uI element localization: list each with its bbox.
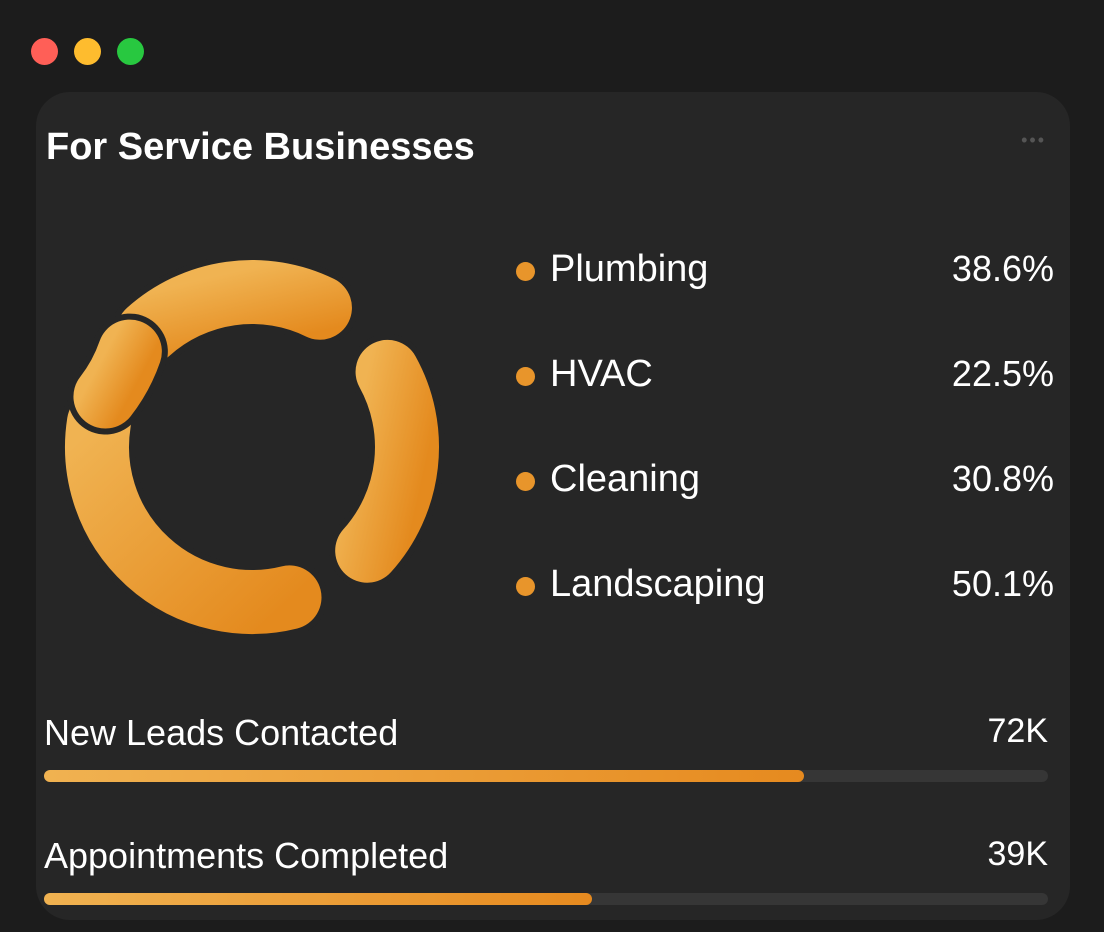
legend-value: 22.5% — [951, 353, 1054, 394]
legend-label: Cleaning — [550, 458, 700, 500]
legend-value: 30.8% — [951, 458, 1054, 499]
legend-dot-icon — [516, 472, 535, 491]
donut-segment-plumbing — [116, 260, 352, 364]
progress-track — [44, 893, 1048, 905]
legend-value: 50.1% — [951, 563, 1054, 604]
progress-track — [44, 770, 1048, 782]
metric-value: 72K — [987, 712, 1049, 750]
donut-segment-landscaping — [73, 319, 162, 429]
ellipsis-icon[interactable]: ••• — [1021, 130, 1046, 150]
legend-dot-icon — [516, 577, 535, 596]
legend-dot-icon — [516, 262, 535, 281]
legend-dot-icon — [516, 367, 535, 386]
legend-value: 38.6% — [951, 248, 1054, 289]
legend-item: HVAC 22.5% — [514, 347, 1054, 452]
legend-label: HVAC — [550, 353, 653, 395]
metric-value: 39K — [987, 835, 1049, 873]
card-title: For Service Businesses — [46, 126, 475, 168]
legend-item: Landscaping 50.1% — [514, 557, 1054, 662]
legend-label: Landscaping — [550, 563, 766, 605]
donut-chart — [59, 254, 445, 640]
metric-label: Appointments Completed — [44, 835, 449, 876]
metric-label: New Leads Contacted — [44, 712, 399, 753]
minimize-button[interactable] — [74, 38, 101, 65]
donut-segment-hvac — [335, 339, 439, 583]
close-button[interactable] — [31, 38, 58, 65]
maximize-button[interactable] — [117, 38, 144, 65]
legend-item: Plumbing 38.6% — [514, 242, 1054, 347]
chart-legend: Plumbing 38.6% HVAC 22.5% Cleaning 30.8% Lands… — [514, 242, 1054, 662]
progress-fill — [44, 893, 593, 905]
legend-item: Cleaning 30.8% — [514, 452, 1054, 557]
donut-segment-cleaning — [65, 390, 322, 634]
service-businesses-card: For Service Businesses ••• Plumbing 38.6%… — [36, 92, 1070, 920]
progress-fill — [44, 770, 805, 782]
legend-label: Plumbing — [550, 248, 709, 290]
